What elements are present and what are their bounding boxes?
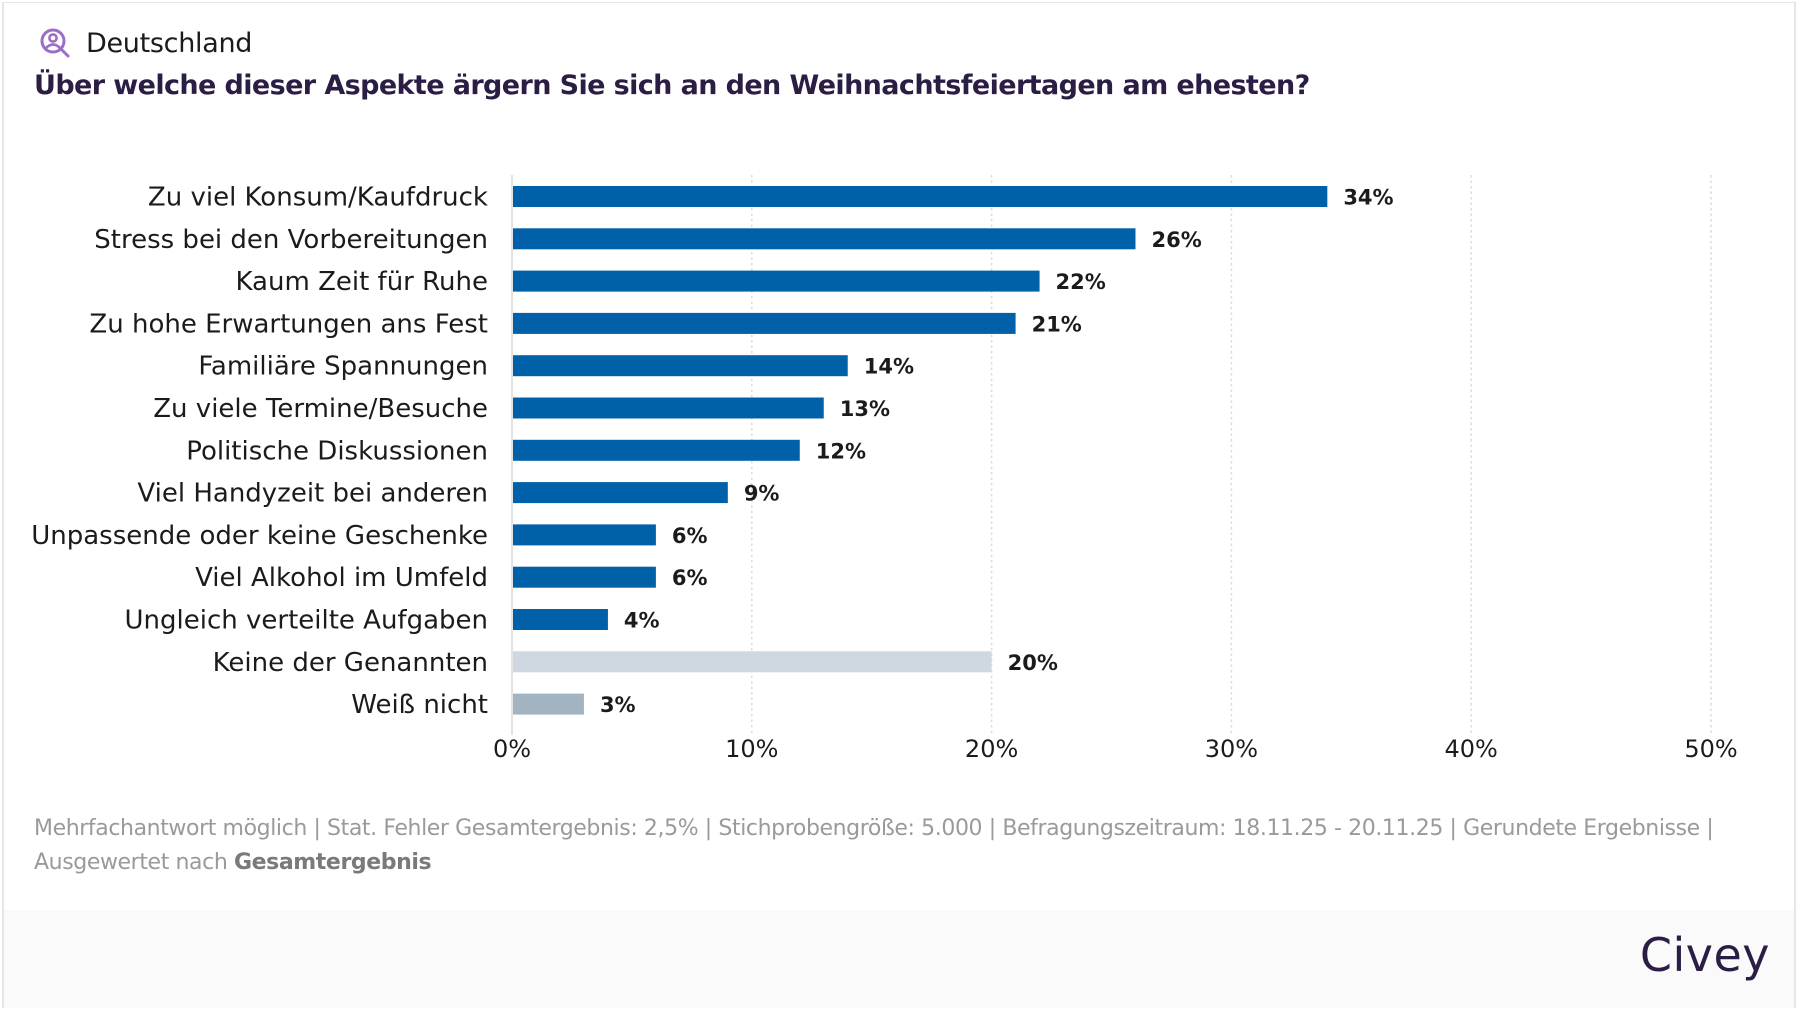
bar[interactable] <box>513 609 608 630</box>
x-tick-label: 50% <box>1684 735 1737 763</box>
x-axis-ticks: 0% 10% 20% 30% 40% 50% <box>493 735 1738 763</box>
value-labels: 34% 26% 22% 21% 14% 13% 12% 9% 6% 6% 4% 20% 3% <box>600 186 1394 718</box>
bar[interactable] <box>513 566 656 588</box>
value-label: 22% <box>1056 270 1106 294</box>
note-line-2-prefix: Ausgewertet nach <box>34 850 234 875</box>
bars <box>513 186 1328 715</box>
category-label: Viel Alkohol im Umfeld <box>195 563 488 593</box>
category-label: Politische Diskussionen <box>186 436 488 466</box>
value-label: 6% <box>672 566 708 590</box>
note-line-2: Ausgewertet nach Gesamtergebnis <box>34 846 1754 880</box>
value-label: 9% <box>744 482 780 506</box>
category-label: Unpassende oder keine Geschenke <box>31 521 488 551</box>
value-label: 14% <box>864 355 914 379</box>
value-label: 6% <box>672 524 708 548</box>
x-tick-label: 40% <box>1445 735 1498 763</box>
bar-chart: Zu viel Konsum/Kaufdruck Stress bei den V… <box>31 175 1738 763</box>
category-labels: Zu viel Konsum/Kaufdruck Stress bei den V… <box>31 183 488 721</box>
region-header: Deutschland <box>38 26 252 60</box>
bar[interactable] <box>513 186 1328 207</box>
question-title: Über welche dieser Aspekte ärgern Sie si… <box>34 70 1310 101</box>
value-label: 20% <box>1008 651 1058 675</box>
bar[interactable] <box>513 228 1136 250</box>
note-line-2-bold: Gesamtergebnis <box>233 850 432 875</box>
person-search-icon <box>38 26 72 60</box>
category-label: Kaum Zeit für Ruhe <box>235 267 488 297</box>
x-tick-label: 30% <box>1205 735 1258 763</box>
category-label: Stress bei den Vorbereitungen <box>94 225 488 255</box>
value-label: 3% <box>600 693 636 717</box>
x-tick-label: 20% <box>965 735 1018 763</box>
category-label: Viel Handyzeit bei anderen <box>137 479 488 509</box>
grid-lines <box>511 175 1712 735</box>
bar[interactable] <box>513 312 1016 334</box>
category-label: Zu viele Termine/Besuche <box>153 394 488 424</box>
value-label: 34% <box>1343 186 1393 210</box>
bar[interactable] <box>513 524 656 546</box>
civey-logo[interactable]: Civey <box>1639 928 1770 982</box>
bar[interactable] <box>513 693 584 715</box>
region-label: Deutschland <box>86 27 253 59</box>
footer-strip <box>4 910 1794 1008</box>
bar[interactable] <box>513 397 824 419</box>
bar[interactable] <box>513 439 800 461</box>
value-label: 13% <box>840 397 890 421</box>
x-tick-label: 0% <box>493 735 531 763</box>
category-label: Ungleich verteilte Aufgaben <box>125 606 489 636</box>
category-label: Zu viel Konsum/Kaufdruck <box>148 183 488 213</box>
value-label: 12% <box>816 439 866 463</box>
value-label: 4% <box>624 609 660 633</box>
category-label: Familiäre Spannungen <box>198 352 488 382</box>
methodology-note: Mehrfachantwort möglich | Stat. Fehler G… <box>34 812 1754 880</box>
bar[interactable] <box>513 651 992 673</box>
bar[interactable] <box>513 270 1040 292</box>
bar[interactable] <box>513 482 728 504</box>
bar[interactable] <box>513 355 848 377</box>
category-label: Zu hohe Erwartungen ans Fest <box>89 309 488 339</box>
value-label: 21% <box>1032 312 1082 336</box>
note-line-1: Mehrfachantwort möglich | Stat. Fehler G… <box>34 816 1714 841</box>
category-label: Keine der Genannten <box>213 648 488 678</box>
x-tick-label: 10% <box>725 735 778 763</box>
category-label: Weiß nicht <box>351 690 488 720</box>
value-label: 26% <box>1151 228 1201 252</box>
